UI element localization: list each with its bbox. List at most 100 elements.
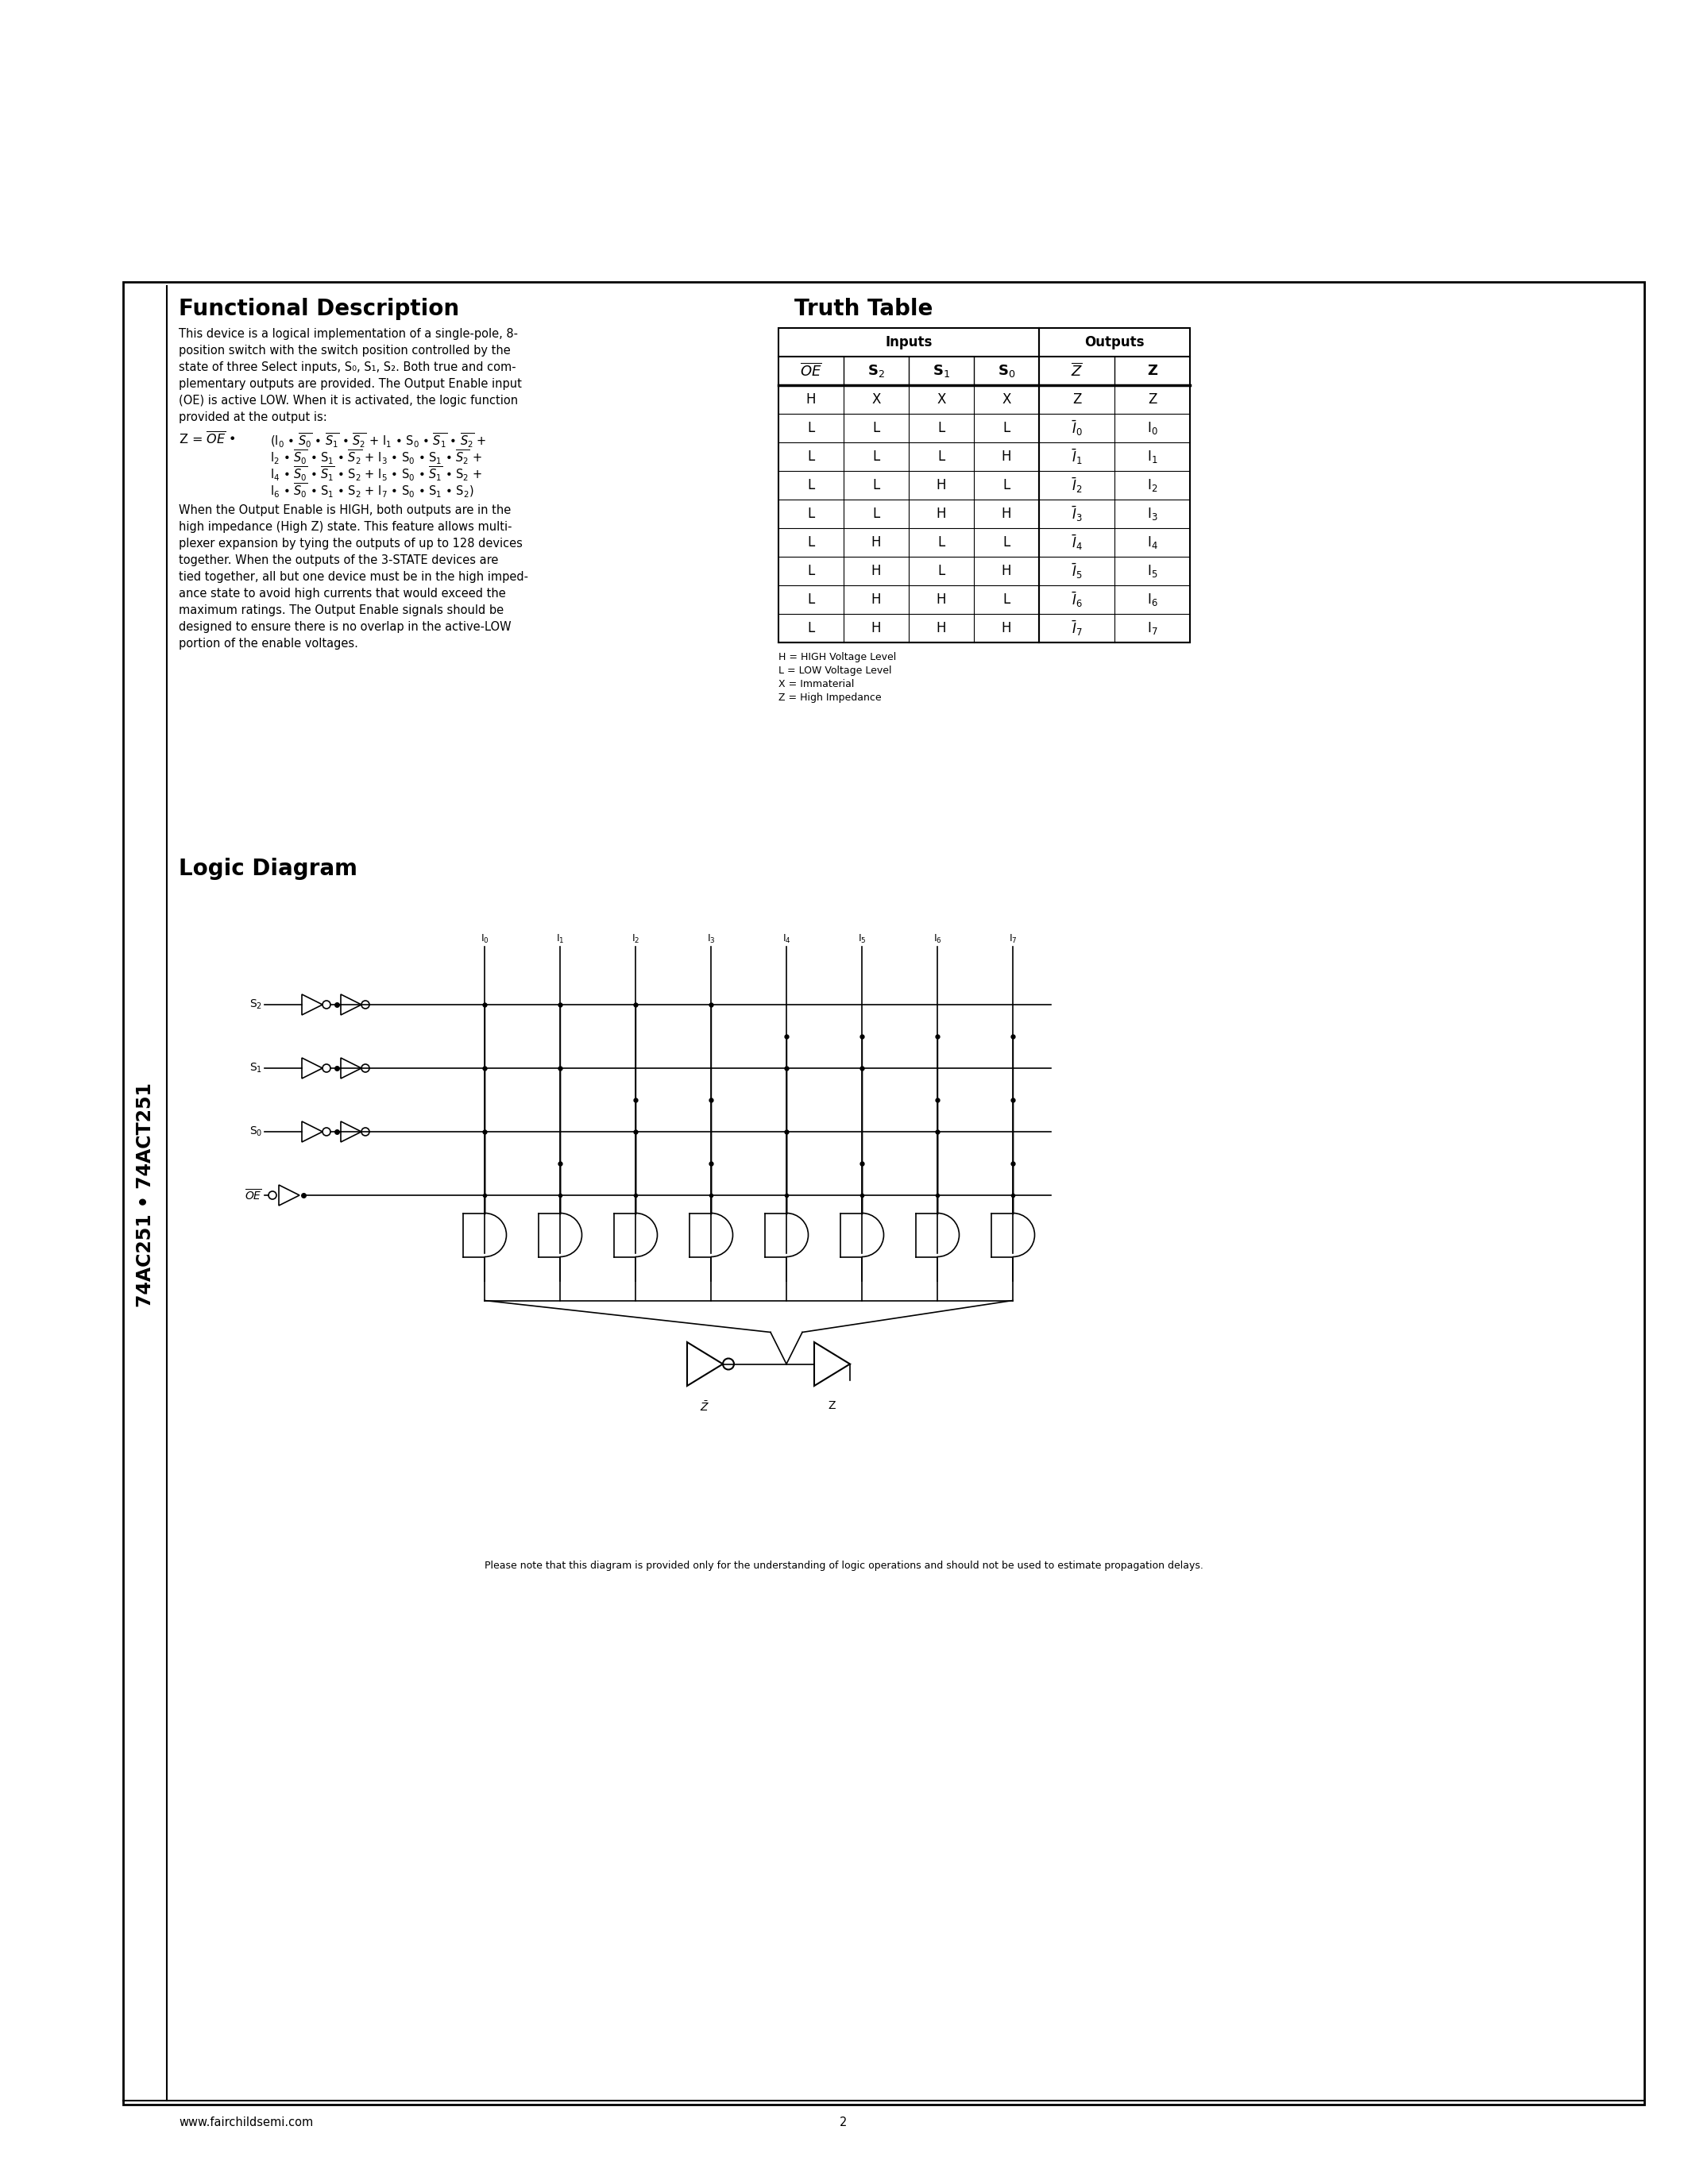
- Text: Z: Z: [1148, 365, 1158, 378]
- Text: Truth Table: Truth Table: [795, 297, 933, 321]
- Text: maximum ratings. The Output Enable signals should be: maximum ratings. The Output Enable signa…: [179, 605, 503, 616]
- Text: provided at the output is:: provided at the output is:: [179, 411, 327, 424]
- Text: S$_0$: S$_0$: [998, 363, 1014, 378]
- Text: ance state to avoid high currents that would exceed the: ance state to avoid high currents that w…: [179, 587, 506, 601]
- Text: I$_6$: I$_6$: [933, 933, 942, 946]
- Text: L: L: [807, 507, 815, 522]
- Text: $\bar{I}_3$: $\bar{I}_3$: [1072, 505, 1082, 524]
- Text: high impedance (High Z) state. This feature allows multi-: high impedance (High Z) state. This feat…: [179, 522, 511, 533]
- Text: I$_1$: I$_1$: [1146, 448, 1158, 465]
- Text: I$_1$: I$_1$: [555, 933, 564, 946]
- Text: L: L: [873, 478, 879, 491]
- Text: I$_6$ • $\overline{S_0}$ • S$_1$ • S$_2$ + I$_7$ • S$_0$ • S$_1$ • S$_2$): I$_6$ • $\overline{S_0}$ • S$_1$ • S$_2$…: [270, 480, 474, 500]
- Text: L: L: [937, 450, 945, 463]
- Text: I$_4$: I$_4$: [782, 933, 790, 946]
- Text: I$_2$ • $\overline{S_0}$ • S$_1$ • $\overline{S_2}$ + I$_3$ • S$_0$ • S$_1$ • $\: I$_2$ • $\overline{S_0}$ • S$_1$ • $\ove…: [270, 448, 483, 465]
- Text: L: L: [807, 563, 815, 579]
- Text: I$_0$: I$_0$: [1146, 419, 1158, 437]
- Text: L: L: [807, 620, 815, 636]
- Text: I$_0$: I$_0$: [481, 933, 490, 946]
- Text: Z: Z: [829, 1400, 836, 1411]
- Text: H: H: [937, 507, 947, 522]
- Text: I$_4$ • $\overline{S_0}$ • $\overline{S_1}$ • S$_2$ + I$_5$ • S$_0$ • $\overline: I$_4$ • $\overline{S_0}$ • $\overline{S_…: [270, 465, 483, 483]
- Text: H: H: [1001, 563, 1011, 579]
- Text: I$_5$: I$_5$: [1146, 563, 1158, 579]
- Text: H: H: [871, 535, 881, 550]
- Text: S$_1$: S$_1$: [932, 363, 950, 378]
- Text: L: L: [937, 563, 945, 579]
- Text: $\bar{I}_5$: $\bar{I}_5$: [1072, 561, 1082, 581]
- Text: I$_2$: I$_2$: [631, 933, 640, 946]
- Text: Inputs: Inputs: [885, 334, 932, 349]
- Text: designed to ensure there is no overlap in the active-LOW: designed to ensure there is no overlap i…: [179, 620, 511, 633]
- Text: $\bar{I}_1$: $\bar{I}_1$: [1072, 448, 1082, 465]
- Text: X: X: [871, 393, 881, 406]
- Text: S$_2$: S$_2$: [250, 998, 262, 1011]
- Text: L: L: [1003, 592, 1009, 607]
- Text: plexer expansion by tying the outputs of up to 128 devices: plexer expansion by tying the outputs of…: [179, 537, 523, 550]
- Text: together. When the outputs of the 3-STATE devices are: together. When the outputs of the 3-STAT…: [179, 555, 498, 566]
- Text: portion of the enable voltages.: portion of the enable voltages.: [179, 638, 358, 649]
- Text: This device is a logical implementation of a single-pole, 8-: This device is a logical implementation …: [179, 328, 518, 341]
- Text: I$_3$: I$_3$: [707, 933, 716, 946]
- Text: $\bar{I}_6$: $\bar{I}_6$: [1072, 590, 1082, 609]
- Text: Outputs: Outputs: [1084, 334, 1144, 349]
- Text: L: L: [1003, 422, 1009, 435]
- Text: Please note that this diagram is provided only for the understanding of logic op: Please note that this diagram is provide…: [484, 1562, 1204, 1570]
- Text: 74AC251 • 74ACT251: 74AC251 • 74ACT251: [135, 1083, 155, 1308]
- Text: L: L: [1003, 535, 1009, 550]
- Text: I$_2$: I$_2$: [1146, 478, 1158, 494]
- Text: L: L: [873, 450, 879, 463]
- Text: X: X: [937, 393, 945, 406]
- Text: I$_3$: I$_3$: [1146, 507, 1158, 522]
- Text: L: L: [937, 422, 945, 435]
- Text: X: X: [1003, 393, 1011, 406]
- Text: $\overline{OE}$: $\overline{OE}$: [245, 1188, 262, 1203]
- Text: X = Immaterial: X = Immaterial: [778, 679, 854, 690]
- Text: tied together, all but one device must be in the high imped-: tied together, all but one device must b…: [179, 570, 528, 583]
- Text: H: H: [871, 592, 881, 607]
- Text: Z: Z: [1148, 393, 1156, 406]
- Text: H: H: [807, 393, 815, 406]
- Text: $\bar{Z}$: $\bar{Z}$: [701, 1400, 709, 1413]
- Text: 2: 2: [841, 2116, 847, 2129]
- Bar: [778, 328, 1190, 642]
- Text: I$_7$: I$_7$: [1008, 933, 1018, 946]
- Text: Z: Z: [1072, 393, 1082, 406]
- Text: I$_6$: I$_6$: [1146, 592, 1158, 607]
- Text: $\bar{I}_2$: $\bar{I}_2$: [1072, 476, 1082, 494]
- Text: plementary outputs are provided. The Output Enable input: plementary outputs are provided. The Out…: [179, 378, 522, 391]
- Text: Functional Description: Functional Description: [179, 297, 459, 321]
- Text: S$_1$: S$_1$: [250, 1061, 262, 1075]
- Text: $\overline{Z}$: $\overline{Z}$: [1070, 363, 1082, 380]
- Text: H: H: [937, 620, 947, 636]
- Text: Z = High Impedance: Z = High Impedance: [778, 692, 881, 703]
- Text: H: H: [1001, 507, 1011, 522]
- Text: I$_7$: I$_7$: [1146, 620, 1158, 636]
- Text: (I$_0$ • $\overline{S_0}$ • $\overline{S_1}$ • $\overline{S_2}$ + I$_1$ • S$_0$ : (I$_0$ • $\overline{S_0}$ • $\overline{S…: [270, 430, 486, 450]
- Text: L: L: [807, 450, 815, 463]
- Text: position switch with the switch position controlled by the: position switch with the switch position…: [179, 345, 510, 356]
- Text: $\overline{OE}$: $\overline{OE}$: [800, 363, 822, 380]
- Text: www.fairchildsemi.com: www.fairchildsemi.com: [179, 2116, 314, 2129]
- Text: L: L: [937, 535, 945, 550]
- Text: H: H: [871, 620, 881, 636]
- Text: L: L: [807, 535, 815, 550]
- Text: S$_0$: S$_0$: [250, 1125, 262, 1138]
- Text: H: H: [1001, 620, 1011, 636]
- Text: H: H: [871, 563, 881, 579]
- Bar: [123, 282, 1644, 2105]
- Text: L: L: [873, 422, 879, 435]
- Text: I$_4$: I$_4$: [1146, 535, 1158, 550]
- Text: $\bar{I}_0$: $\bar{I}_0$: [1072, 419, 1082, 437]
- Text: L: L: [807, 592, 815, 607]
- Text: (OE) is active LOW. When it is activated, the logic function: (OE) is active LOW. When it is activated…: [179, 395, 518, 406]
- Text: Z = $\overline{OE}$ •: Z = $\overline{OE}$ •: [179, 430, 235, 448]
- Text: I$_5$: I$_5$: [858, 933, 866, 946]
- Text: L: L: [807, 478, 815, 491]
- Text: $\bar{I}_4$: $\bar{I}_4$: [1072, 533, 1082, 553]
- Text: When the Output Enable is HIGH, both outputs are in the: When the Output Enable is HIGH, both out…: [179, 505, 511, 515]
- Text: L: L: [1003, 478, 1009, 491]
- Text: H: H: [937, 478, 947, 491]
- Text: L: L: [807, 422, 815, 435]
